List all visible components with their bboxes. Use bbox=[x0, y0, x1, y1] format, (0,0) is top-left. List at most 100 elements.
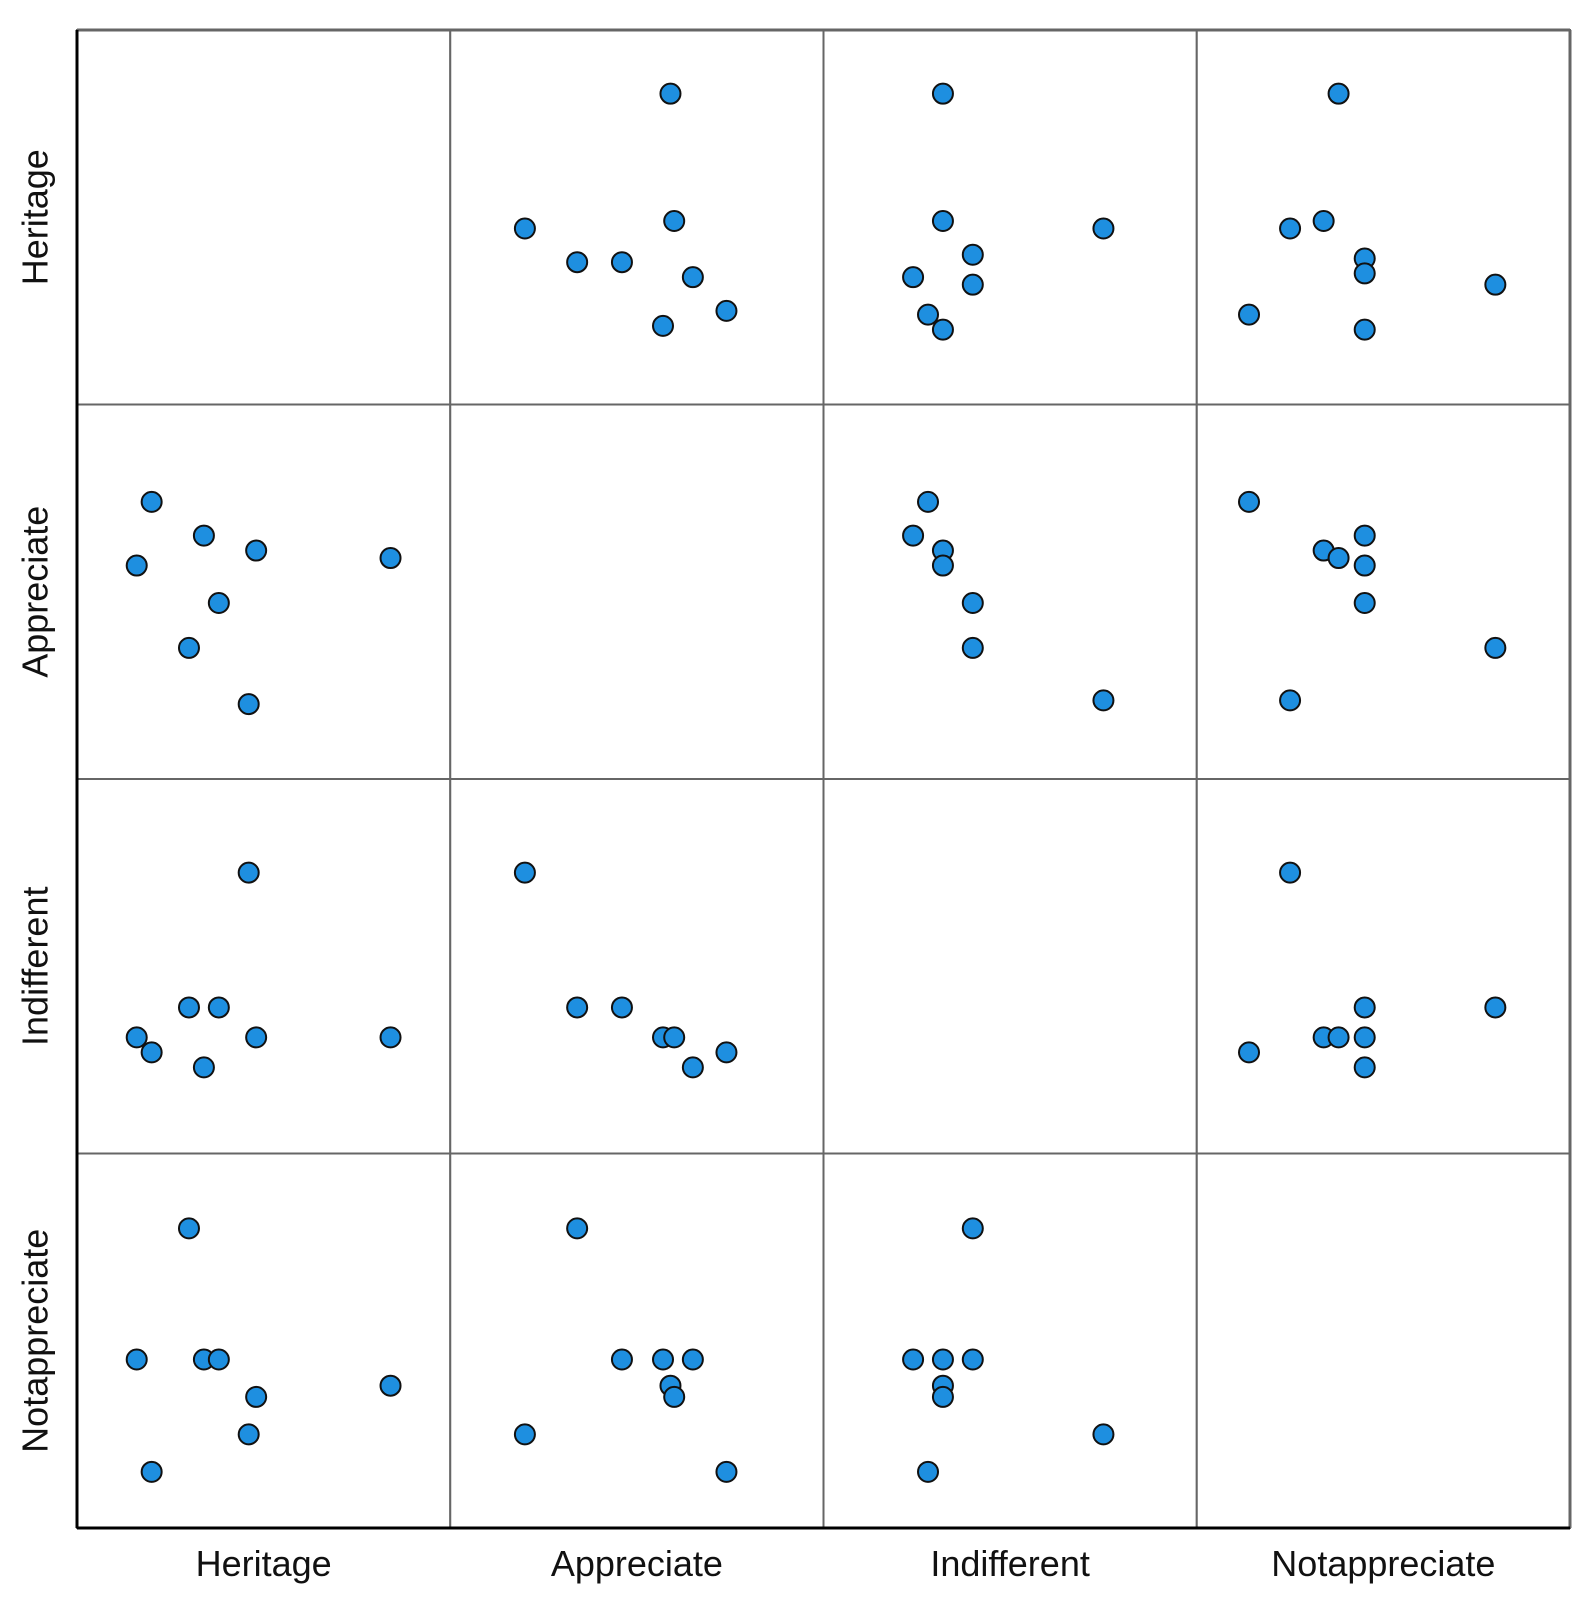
data-point bbox=[961, 273, 984, 296]
data-point bbox=[125, 1026, 148, 1049]
data-point bbox=[1353, 318, 1376, 341]
data-point bbox=[663, 1385, 686, 1408]
data-point bbox=[207, 591, 230, 614]
x-label-indifferent: Indifferent bbox=[930, 1543, 1089, 1584]
data-point bbox=[931, 1385, 954, 1408]
data-point bbox=[663, 1026, 686, 1049]
panel-points-notappreciate-vs-heritage bbox=[125, 1217, 402, 1483]
panel-heritage-vs-heritage bbox=[76, 29, 452, 406]
data-point bbox=[237, 693, 260, 716]
data-point bbox=[663, 209, 686, 232]
data-point bbox=[931, 209, 954, 232]
data-point bbox=[245, 1385, 268, 1408]
data-point bbox=[1353, 996, 1376, 1019]
panel-heritage-vs-notappreciate bbox=[1195, 29, 1571, 406]
panel-points-appreciate-vs-indifferent bbox=[902, 490, 1115, 712]
data-point bbox=[902, 524, 925, 547]
data-point bbox=[566, 251, 589, 274]
data-point bbox=[961, 1348, 984, 1371]
data-point bbox=[177, 636, 200, 659]
data-point bbox=[1484, 636, 1507, 659]
data-point bbox=[1238, 303, 1261, 326]
panel-indifferent-vs-appreciate bbox=[449, 778, 825, 1155]
data-point bbox=[681, 266, 704, 289]
data-point bbox=[1279, 861, 1302, 884]
panel-indifferent-vs-indifferent bbox=[822, 778, 1198, 1155]
data-point bbox=[1092, 1423, 1115, 1446]
panel-points-heritage-vs-indifferent bbox=[902, 82, 1115, 341]
panel-points-appreciate-vs-heritage bbox=[125, 490, 402, 716]
panel-notappreciate-vs-notappreciate bbox=[1195, 1152, 1571, 1529]
data-point bbox=[1484, 273, 1507, 296]
data-point bbox=[917, 490, 940, 513]
data-point bbox=[513, 217, 536, 240]
y-label-appreciate: Appreciate bbox=[15, 506, 56, 678]
y-label-notappreciate: Notappreciate bbox=[15, 1229, 56, 1453]
data-point bbox=[1353, 591, 1376, 614]
data-point bbox=[566, 996, 589, 1019]
data-point bbox=[245, 1026, 268, 1049]
data-point bbox=[207, 996, 230, 1019]
data-point bbox=[245, 539, 268, 562]
data-point bbox=[140, 1041, 163, 1064]
panel-heritage-vs-indifferent bbox=[822, 29, 1198, 406]
x-label-heritage: Heritage bbox=[196, 1543, 332, 1584]
data-point bbox=[1327, 82, 1350, 105]
panel-points-heritage-vs-appreciate bbox=[513, 82, 738, 337]
data-point bbox=[931, 82, 954, 105]
data-point bbox=[192, 524, 215, 547]
panel-appreciate-vs-appreciate bbox=[449, 403, 825, 780]
panel-notappreciate-vs-indifferent bbox=[822, 1152, 1198, 1529]
data-point bbox=[610, 251, 633, 274]
data-point bbox=[125, 1348, 148, 1371]
data-point bbox=[902, 266, 925, 289]
data-point bbox=[1353, 262, 1376, 285]
data-point bbox=[177, 1217, 200, 1240]
data-point bbox=[652, 314, 675, 337]
data-point bbox=[125, 554, 148, 577]
panel-points-notappreciate-vs-indifferent bbox=[902, 1217, 1115, 1483]
data-point bbox=[715, 1041, 738, 1064]
data-point bbox=[192, 1056, 215, 1079]
data-point bbox=[379, 1026, 402, 1049]
data-point bbox=[715, 1460, 738, 1483]
data-point bbox=[1238, 1041, 1261, 1064]
data-point bbox=[1484, 996, 1507, 1019]
data-point bbox=[931, 554, 954, 577]
data-point bbox=[513, 861, 536, 884]
panel-points-indifferent-vs-appreciate bbox=[513, 861, 738, 1079]
data-point bbox=[1092, 689, 1115, 712]
data-point bbox=[207, 1348, 230, 1371]
data-point bbox=[140, 490, 163, 513]
panel-appreciate-vs-heritage bbox=[76, 403, 452, 780]
data-point bbox=[681, 1056, 704, 1079]
data-point bbox=[1327, 547, 1350, 570]
panel-points-indifferent-vs-heritage bbox=[125, 861, 402, 1079]
data-point bbox=[1238, 490, 1261, 513]
data-point bbox=[237, 861, 260, 884]
panel-notappreciate-vs-heritage bbox=[76, 1152, 452, 1529]
data-point bbox=[379, 547, 402, 570]
y-label-indifferent: Indifferent bbox=[15, 887, 56, 1046]
data-point bbox=[659, 82, 682, 105]
panel-points-heritage-vs-notappreciate bbox=[1238, 82, 1507, 341]
labels-layer: Heritage Appreciate Indifferent Notapprecia… bbox=[15, 149, 1496, 1584]
data-point bbox=[652, 1348, 675, 1371]
data-point bbox=[902, 1348, 925, 1371]
data-point bbox=[917, 303, 940, 326]
x-label-notappreciate: Notappreciate bbox=[1271, 1543, 1495, 1584]
panel-appreciate-vs-notappreciate bbox=[1195, 403, 1571, 780]
panel-indifferent-vs-notappreciate bbox=[1195, 778, 1571, 1155]
data-point bbox=[1353, 524, 1376, 547]
panel-heritage-vs-appreciate bbox=[449, 29, 825, 406]
panel-points-appreciate-vs-notappreciate bbox=[1238, 490, 1507, 712]
data-point bbox=[237, 1423, 260, 1446]
data-point bbox=[610, 1348, 633, 1371]
data-point bbox=[1092, 217, 1115, 240]
data-point bbox=[917, 1460, 940, 1483]
data-point bbox=[715, 299, 738, 322]
data-point bbox=[177, 996, 200, 1019]
data-point bbox=[1327, 1026, 1350, 1049]
data-point bbox=[931, 1348, 954, 1371]
panel-points-indifferent-vs-notappreciate bbox=[1238, 861, 1507, 1079]
